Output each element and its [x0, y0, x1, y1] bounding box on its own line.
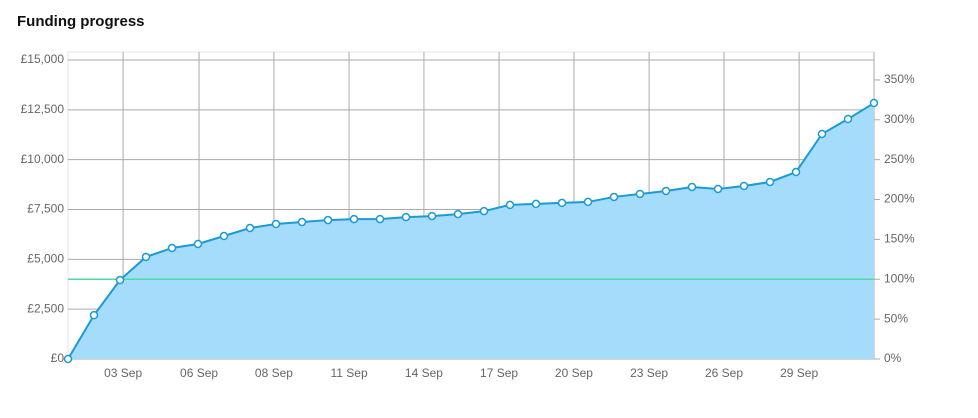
y-tick-label: £15,000: [21, 52, 65, 66]
y2-tick-label: 250%: [884, 152, 915, 166]
point: [63, 354, 73, 364]
x-tick-label: 03 Sep: [104, 366, 142, 380]
point: [453, 209, 463, 219]
point: [323, 215, 333, 225]
x-tick-label: 06 Sep: [180, 366, 218, 380]
point: [245, 223, 255, 233]
point: [635, 189, 645, 199]
x-tick-label: 29 Sep: [780, 366, 818, 380]
point: [141, 252, 151, 262]
point: [349, 214, 359, 224]
y2-tick-label: 50%: [884, 311, 908, 325]
point: [713, 184, 723, 194]
y2-tick-label: 100%: [884, 271, 915, 285]
point: [479, 206, 489, 216]
y-tick-label: £2,500: [27, 301, 64, 315]
y2-tick-label: 150%: [884, 232, 915, 246]
y2-tick-label: 350%: [884, 72, 915, 86]
point: [427, 211, 437, 221]
point: [869, 98, 879, 108]
point: [791, 167, 801, 177]
point: [89, 310, 99, 320]
y-tick-label: £7,500: [27, 202, 64, 216]
chart-title: Funding progress: [17, 13, 145, 30]
point: [609, 192, 619, 202]
y-tick-label: £5,000: [27, 252, 64, 266]
point: [167, 243, 177, 253]
point: [375, 214, 385, 224]
x-tick-label: 20 Sep: [555, 366, 593, 380]
point: [583, 197, 593, 207]
point: [843, 114, 853, 124]
y2-tick-label: 200%: [884, 192, 915, 206]
point: [271, 219, 281, 229]
point: [687, 182, 697, 192]
point: [739, 181, 749, 191]
line: [67, 102, 875, 360]
point: [219, 231, 229, 241]
x-tick-label: 14 Sep: [405, 366, 443, 380]
x-tick-label: 26 Sep: [705, 366, 743, 380]
y-tick-label: £10,000: [21, 152, 65, 166]
area: [68, 103, 874, 359]
point: [557, 198, 567, 208]
y2-tick-label: 0%: [884, 351, 902, 365]
point: [505, 200, 515, 210]
point: [765, 177, 775, 187]
point: [297, 217, 307, 227]
point: [531, 199, 541, 209]
point: [115, 275, 125, 285]
x-tick-label: 17 Sep: [480, 366, 518, 380]
x-tick-label: 23 Sep: [630, 366, 668, 380]
point: [193, 239, 203, 249]
y2-tick-label: 300%: [884, 112, 915, 126]
point: [401, 212, 411, 222]
point: [817, 129, 827, 139]
y-tick-label: £12,500: [21, 102, 65, 116]
y-tick-label: £0: [51, 351, 65, 365]
x-tick-label: 11 Sep: [330, 366, 367, 380]
point: [661, 186, 671, 196]
x-tick-label: 08 Sep: [255, 366, 293, 380]
